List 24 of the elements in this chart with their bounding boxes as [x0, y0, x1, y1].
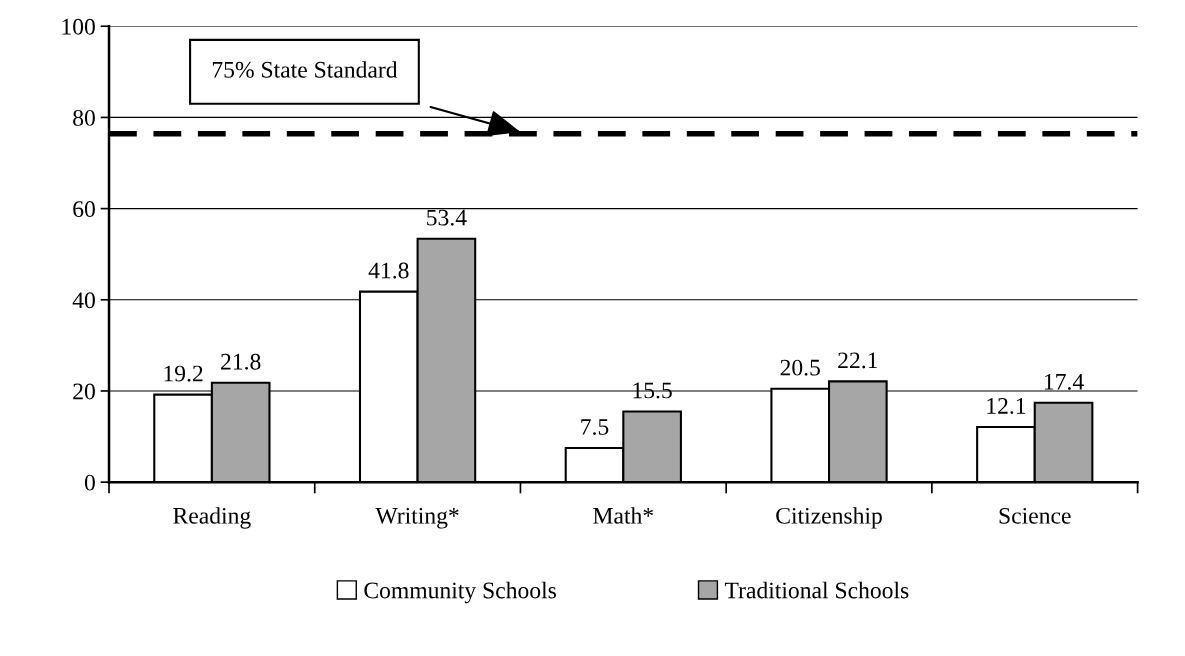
data-label: 41.8: [368, 262, 409, 279]
x-tick-label: Math*: [593, 507, 653, 524]
x-tick-label: Reading: [173, 507, 251, 529]
y-tick-label: 60: [73, 201, 95, 218]
data-label: 19.2: [164, 365, 203, 382]
data-label: 15.5: [633, 382, 672, 399]
y-tick-label: 0: [84, 474, 95, 491]
y-tick-label: 40: [72, 292, 95, 309]
data-label: 53.4: [427, 209, 467, 226]
legend-label: Community Schools: [364, 581, 556, 604]
y-tick-label: 80: [73, 109, 95, 126]
data-label: 12.1: [987, 398, 1026, 414]
data-label: 22.1: [838, 352, 878, 369]
data-label: 20.5: [780, 359, 820, 376]
x-tick-label: Science: [999, 507, 1071, 524]
data-label: 7.5: [581, 419, 609, 435]
legend-label: Traditional Schools: [724, 581, 909, 599]
x-tick-label: Writing*: [375, 507, 459, 529]
data-label: 21.8: [221, 353, 261, 370]
y-tick-label: 100: [62, 18, 95, 35]
y-tick-label: 20: [73, 383, 95, 400]
data-label: 17.4: [1044, 373, 1084, 390]
x-tick-label: Citizenship: [776, 507, 882, 529]
ref-line-label: 75% State Standard: [212, 61, 398, 78]
